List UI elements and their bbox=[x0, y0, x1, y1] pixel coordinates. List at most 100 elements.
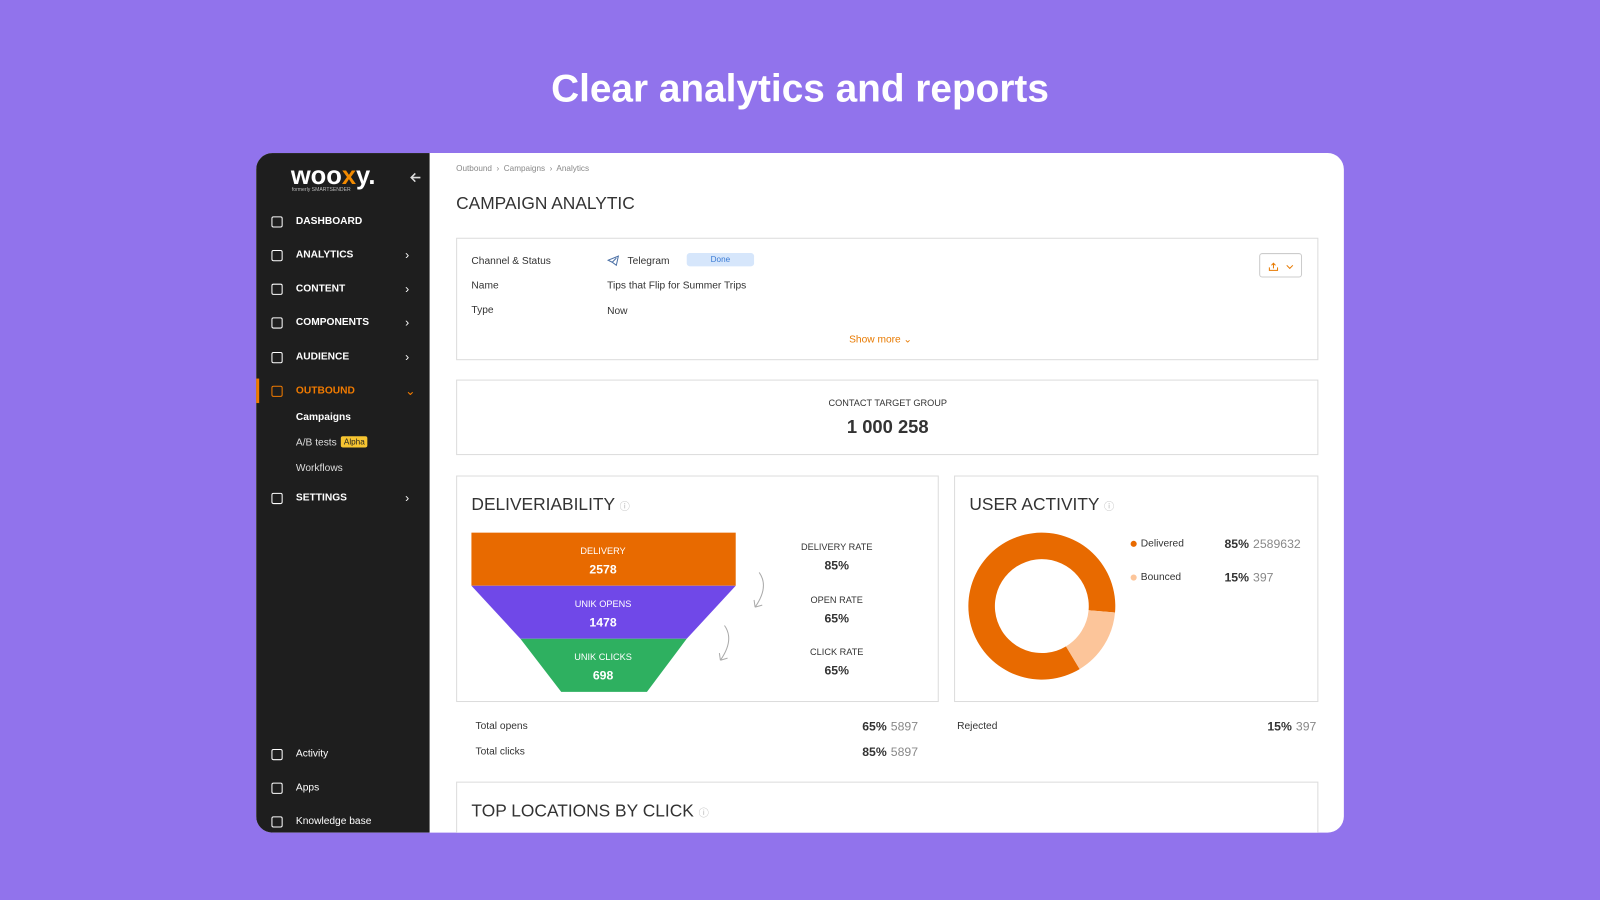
telegram-icon bbox=[607, 255, 620, 267]
nav-subitem[interactable]: Workflows bbox=[295, 462, 343, 474]
rate-value: 65% bbox=[824, 611, 849, 626]
logo-part: woo bbox=[290, 161, 342, 191]
breadcrumb[interactable]: Campaigns bbox=[503, 163, 546, 173]
info-label: Type bbox=[471, 304, 494, 316]
legend-pct: 15% bbox=[1224, 570, 1250, 585]
contact-label: CONTACT TARGET GROUP bbox=[828, 397, 948, 409]
funnel-stage bbox=[520, 638, 687, 692]
active-indicator bbox=[256, 378, 260, 404]
top-locations-card: TOP LOCATIONS BY CLICK ⓘ bbox=[456, 781, 1319, 833]
legend-dot bbox=[1130, 574, 1137, 581]
user-activity-card: USER ACTIVITY ⓘ Delivered 85% 2589632 Bounc… bbox=[954, 475, 1319, 703]
nav-item[interactable]: Knowledge base bbox=[295, 815, 372, 828]
legend-pct: 85% bbox=[1224, 536, 1250, 552]
total-pct: 15% bbox=[1267, 719, 1292, 734]
breadcrumbs: Outbound › Campaigns › Analytics bbox=[456, 163, 590, 173]
chevron: › bbox=[405, 349, 410, 365]
nav-item[interactable]: OUTBOUND bbox=[295, 385, 355, 397]
nav-subitem[interactable]: Campaigns bbox=[295, 411, 351, 423]
rate-label: OPEN RATE bbox=[810, 594, 863, 606]
nav-item[interactable]: ANALYTICS bbox=[295, 249, 354, 261]
nav-icon bbox=[271, 816, 283, 828]
card-title: USER ACTIVITY ⓘ bbox=[969, 494, 1115, 515]
rate-label: DELIVERY RATE bbox=[800, 541, 873, 553]
card-title: TOP LOCATIONS BY CLICK ⓘ bbox=[471, 801, 709, 821]
show-more-text[interactable]: Show more bbox=[849, 334, 901, 346]
funnel-stage bbox=[471, 585, 736, 639]
nav-item[interactable]: Apps bbox=[295, 782, 320, 794]
total-count: 5897 bbox=[890, 719, 919, 734]
breadcrumb[interactable]: Outbound bbox=[456, 163, 492, 173]
legend-label: Bounced bbox=[1140, 571, 1182, 584]
deliverability-card: DELIVERIABILITY ⓘ DELIVERY 2578 UNIK OPENS… bbox=[456, 475, 939, 703]
legend-dot bbox=[1130, 540, 1137, 547]
export-button[interactable] bbox=[1259, 253, 1303, 278]
info-value: Telegram bbox=[627, 255, 670, 267]
chevron: › bbox=[405, 247, 410, 263]
logo-part: y. bbox=[356, 161, 376, 191]
nav-subitem[interactable]: A/B tests bbox=[295, 437, 337, 449]
legend-count: 2589632 bbox=[1253, 536, 1301, 552]
info-value: Now bbox=[607, 305, 628, 317]
donut-chart bbox=[968, 532, 1116, 680]
nav-icon bbox=[271, 352, 283, 364]
arrow bbox=[753, 572, 764, 608]
badge: Alpha bbox=[340, 436, 368, 448]
card-title-text: TOP LOCATIONS BY CLICK bbox=[471, 801, 694, 821]
donut-segment bbox=[1066, 610, 1116, 670]
app-window: wooxy. formerly SMARTSENDER DASHBOARD ANA… bbox=[256, 153, 1344, 833]
funnel-label: UNIK OPENS bbox=[574, 598, 632, 610]
card-title-text: USER ACTIVITY bbox=[969, 494, 1100, 515]
nav-icon bbox=[271, 216, 283, 228]
headline: Clear analytics and reports bbox=[551, 67, 1049, 111]
donut-segment bbox=[968, 532, 1116, 680]
export-icon bbox=[1268, 262, 1294, 271]
card-title-text: DELIVERIABILITY bbox=[471, 494, 615, 515]
info-value: Tips that Flip for Summer Trips bbox=[607, 280, 747, 292]
nav-item[interactable]: COMPONENTS bbox=[295, 316, 370, 329]
funnel-label: DELIVERY bbox=[580, 545, 626, 557]
status-badge: Done bbox=[686, 253, 755, 267]
page-title: CAMPAIGN ANALYTIC bbox=[456, 193, 635, 214]
logo-part: x bbox=[341, 161, 357, 191]
contact-value: 1 000 258 bbox=[846, 416, 929, 438]
legend-label: Delivered bbox=[1140, 538, 1184, 550]
info-label: Channel & Status bbox=[471, 255, 551, 267]
rate-value: 85% bbox=[824, 558, 849, 573]
nav-item[interactable]: CONTENT bbox=[295, 283, 346, 295]
funnel-stage bbox=[471, 532, 736, 586]
nav-icon bbox=[271, 283, 283, 295]
total-label: Total clicks bbox=[475, 746, 525, 758]
nav-icon bbox=[271, 748, 283, 761]
total-count: 397 bbox=[1295, 719, 1317, 734]
nav-item[interactable]: DASHBOARD bbox=[295, 215, 363, 228]
nav-icon bbox=[271, 492, 283, 505]
total-label: Rejected bbox=[957, 720, 998, 733]
chevron: ⌄ bbox=[405, 383, 416, 398]
nav-icon bbox=[271, 782, 283, 794]
nav-icon bbox=[271, 385, 283, 397]
rate-value: 65% bbox=[824, 663, 849, 678]
nav-item[interactable]: AUDIENCE bbox=[295, 351, 350, 363]
info-label: Name bbox=[471, 280, 499, 292]
rate-label: CLICK RATE bbox=[810, 646, 864, 658]
total-label: Total opens bbox=[475, 720, 528, 733]
sidebar: wooxy. formerly SMARTSENDER DASHBOARD ANA… bbox=[256, 153, 430, 833]
funnel-value: 698 bbox=[592, 668, 614, 683]
arrow bbox=[718, 625, 730, 661]
total-pct: 85% bbox=[862, 744, 887, 760]
chevron: › bbox=[405, 281, 410, 296]
show-more[interactable]: Show more ⌄ bbox=[849, 334, 913, 346]
funnel bbox=[471, 532, 764, 692]
contact-card: CONTACT TARGET GROUP 1 000 258 bbox=[456, 379, 1319, 456]
total-pct: 65% bbox=[862, 719, 887, 734]
nav-item[interactable]: Activity bbox=[295, 748, 329, 760]
card-title: DELIVERIABILITY ⓘ bbox=[471, 494, 630, 515]
collapse-button[interactable] bbox=[409, 171, 421, 183]
breadcrumb: Analytics bbox=[556, 163, 590, 173]
nav-item[interactable]: SETTINGS bbox=[295, 492, 347, 504]
nav-icon bbox=[271, 249, 283, 262]
funnel-label: UNIK CLICKS bbox=[574, 652, 632, 663]
nav-icon bbox=[271, 317, 283, 329]
